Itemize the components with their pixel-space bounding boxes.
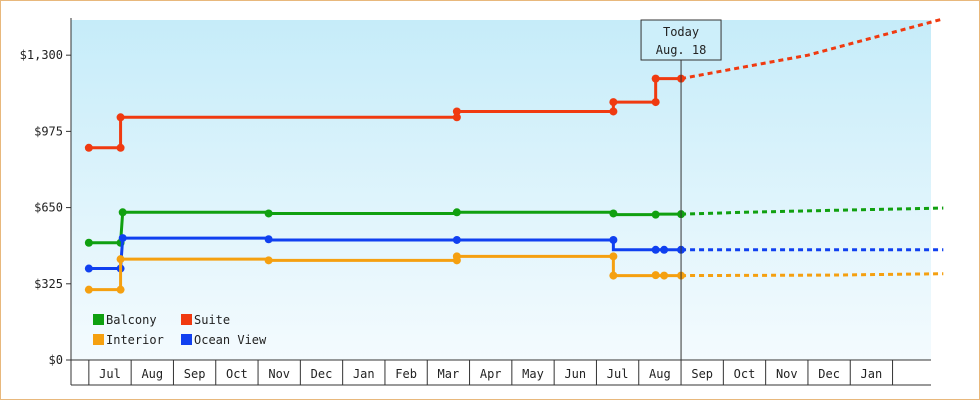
- series-point: [651, 74, 660, 83]
- legend-swatch: [93, 334, 104, 345]
- series-point: [118, 208, 127, 217]
- series-point: [264, 256, 273, 265]
- series-point: [118, 234, 127, 243]
- x-tick-label: Sep: [184, 367, 206, 381]
- x-tick-label: Aug: [649, 367, 671, 381]
- x-tick-label: Dec: [311, 367, 333, 381]
- x-tick-label: Oct: [734, 367, 756, 381]
- legend-swatch: [93, 314, 104, 325]
- series-point: [116, 143, 125, 152]
- series-point: [452, 235, 461, 244]
- series-point: [609, 252, 618, 261]
- series-point: [84, 238, 93, 247]
- series-forecast-line: [680, 17, 944, 81]
- series-point: [609, 107, 618, 116]
- legend-label: Ocean View: [194, 333, 267, 347]
- series-point: [609, 235, 618, 244]
- x-tick-label: Jul: [607, 367, 629, 381]
- x-tick-label: Jun: [564, 367, 586, 381]
- x-tick-label: Oct: [226, 367, 248, 381]
- x-tick-label: Mar: [438, 367, 460, 381]
- series-point: [609, 98, 618, 107]
- x-tick-label: Sep: [691, 367, 713, 381]
- x-tick-label: Nov: [776, 367, 798, 381]
- series-point: [660, 245, 669, 254]
- series-point: [116, 285, 125, 294]
- series-point: [264, 235, 273, 244]
- series-point: [609, 209, 618, 218]
- series-point: [452, 107, 461, 116]
- plot-area: [71, 20, 931, 360]
- series-point: [651, 271, 660, 280]
- x-tick-label: Jan: [861, 367, 883, 381]
- today-label-line2: Aug. 18: [656, 43, 707, 57]
- x-tick-label: Nov: [268, 367, 290, 381]
- series-point: [651, 98, 660, 107]
- x-tick-label: Feb: [395, 367, 417, 381]
- legend-label: Interior: [106, 333, 164, 347]
- legend-label: Balcony: [106, 313, 157, 327]
- x-tick-label: Jul: [99, 367, 121, 381]
- x-tick-label: Dec: [818, 367, 840, 381]
- y-tick-label: $1,300: [20, 48, 63, 62]
- legend-swatch: [181, 314, 192, 325]
- series-point: [116, 113, 125, 122]
- series-point: [651, 210, 660, 219]
- series-point: [609, 271, 618, 280]
- today-label-box: [640, 19, 722, 61]
- series-point: [264, 209, 273, 218]
- series-forecast-line: [681, 272, 944, 278]
- series-point: [660, 271, 669, 280]
- x-tick-label: Aug: [141, 367, 163, 381]
- x-tick-label: Jan: [353, 367, 375, 381]
- series-point: [452, 208, 461, 217]
- series-point: [651, 245, 660, 254]
- today-label-line1: Today: [663, 25, 699, 39]
- series-point: [452, 113, 461, 122]
- legend-swatch: [181, 334, 192, 345]
- series-point: [84, 285, 93, 294]
- series-point: [116, 255, 125, 264]
- series-line: [88, 77, 682, 150]
- y-tick-label: $0: [49, 353, 63, 367]
- series-point: [84, 143, 93, 152]
- series-line: [88, 254, 682, 292]
- legend-label: Suite: [194, 313, 230, 327]
- x-tick-label: May: [522, 367, 544, 381]
- y-tick-label: $650: [34, 201, 63, 215]
- x-tick-label: Apr: [480, 367, 502, 381]
- series-point: [452, 252, 461, 261]
- y-tick-label: $325: [34, 277, 63, 291]
- series-forecast-line: [681, 206, 944, 216]
- y-tick-label: $975: [34, 124, 63, 138]
- series-point: [84, 264, 93, 273]
